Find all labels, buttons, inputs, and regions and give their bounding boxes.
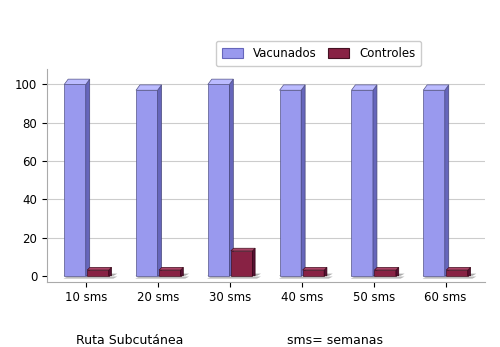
Polygon shape: [64, 274, 118, 276]
Polygon shape: [280, 85, 305, 90]
Polygon shape: [231, 248, 255, 251]
Polygon shape: [207, 277, 261, 279]
Polygon shape: [159, 270, 180, 276]
Polygon shape: [423, 85, 448, 90]
Polygon shape: [159, 267, 184, 270]
Polygon shape: [350, 277, 405, 279]
Polygon shape: [86, 79, 89, 276]
Polygon shape: [208, 85, 230, 276]
Text: Ruta Subcutánea: Ruta Subcutánea: [76, 333, 184, 347]
Polygon shape: [468, 267, 470, 276]
Polygon shape: [302, 270, 324, 276]
Polygon shape: [158, 85, 162, 276]
Polygon shape: [208, 79, 234, 85]
Text: sms= semanas: sms= semanas: [287, 333, 383, 347]
Polygon shape: [64, 79, 90, 85]
Polygon shape: [108, 267, 112, 276]
Polygon shape: [136, 274, 189, 276]
Polygon shape: [423, 90, 445, 276]
Polygon shape: [87, 270, 108, 276]
Polygon shape: [279, 274, 333, 276]
Polygon shape: [180, 267, 184, 276]
Polygon shape: [352, 90, 373, 276]
Polygon shape: [136, 277, 189, 279]
Polygon shape: [396, 267, 398, 276]
Polygon shape: [230, 79, 234, 276]
Polygon shape: [136, 90, 158, 276]
Polygon shape: [445, 85, 448, 276]
Polygon shape: [231, 251, 252, 276]
Polygon shape: [374, 267, 398, 270]
Polygon shape: [279, 277, 333, 279]
Polygon shape: [422, 277, 476, 279]
Polygon shape: [207, 274, 261, 276]
Legend: Vacunados, Controles: Vacunados, Controles: [216, 41, 421, 66]
Polygon shape: [350, 274, 405, 276]
Polygon shape: [373, 85, 377, 276]
Polygon shape: [87, 267, 112, 270]
Polygon shape: [352, 85, 377, 90]
Polygon shape: [280, 90, 301, 276]
Polygon shape: [64, 277, 118, 279]
Polygon shape: [374, 270, 396, 276]
Polygon shape: [302, 267, 327, 270]
Polygon shape: [446, 267, 470, 270]
Polygon shape: [252, 248, 255, 276]
Polygon shape: [422, 274, 476, 276]
Polygon shape: [301, 85, 305, 276]
Polygon shape: [64, 85, 86, 276]
Polygon shape: [136, 85, 162, 90]
Polygon shape: [446, 270, 468, 276]
Polygon shape: [324, 267, 327, 276]
